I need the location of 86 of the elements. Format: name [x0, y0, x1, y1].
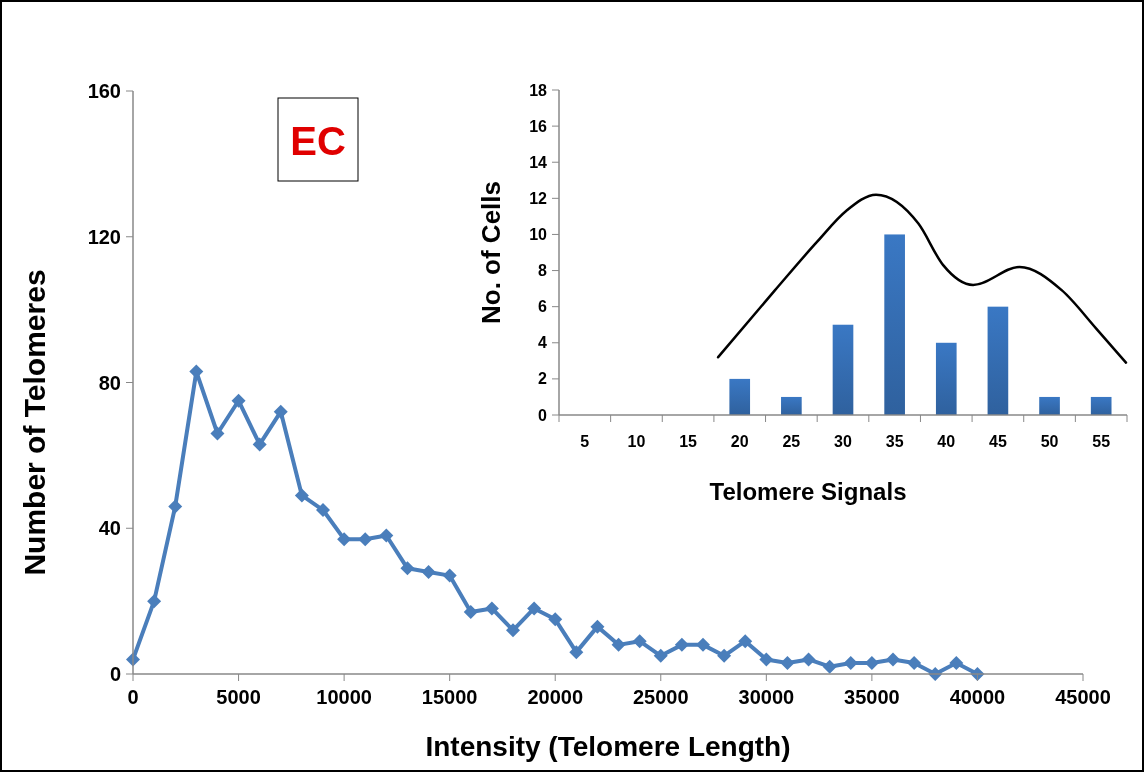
bar: [1090, 396, 1112, 415]
x-tick-label: 15: [679, 433, 698, 450]
x-tick-label: 35000: [844, 686, 900, 708]
y-tick-label: 0: [109, 663, 121, 685]
x-tick-label: 30: [834, 433, 852, 450]
point: [738, 634, 753, 649]
point: [590, 619, 605, 634]
point: [231, 393, 246, 408]
x-tick-label: 40000: [949, 686, 1006, 708]
x-tick-label: 40: [937, 433, 956, 450]
bar: [884, 234, 905, 415]
x-tick-label: 5: [580, 433, 590, 450]
point: [168, 499, 183, 514]
x-tick-label: 55: [1092, 433, 1111, 450]
y-tick-label: 16: [529, 117, 548, 135]
y-tick-label: 40: [98, 517, 121, 540]
y-tick-label: 4: [538, 334, 548, 352]
x-tick-label: 30000: [738, 686, 795, 708]
point: [442, 568, 457, 583]
annotation: EC: [290, 119, 346, 163]
point: [949, 656, 964, 671]
y-tick-label: 14: [529, 153, 548, 171]
bar: [729, 378, 751, 415]
point: [780, 656, 795, 671]
y-tick-label: 18: [529, 81, 548, 99]
y-tick-label: 0: [538, 406, 548, 424]
bar: [1039, 396, 1060, 415]
point: [843, 656, 858, 671]
point: [611, 637, 626, 652]
x-tick-label: 45: [989, 433, 1007, 450]
y-axis-title: No. of Cells: [476, 180, 506, 325]
y-tick-label: 10: [529, 226, 548, 244]
point: [506, 623, 520, 638]
y-tick-label: 2: [538, 370, 548, 388]
point: [822, 659, 837, 674]
y-axis-title: Number of Telomeres: [18, 269, 51, 576]
bar: [781, 396, 802, 415]
x-tick-label: 20: [730, 433, 749, 450]
point: [886, 652, 900, 667]
point: [759, 652, 774, 667]
y-tick-label: 160: [87, 80, 121, 102]
bar: [935, 342, 957, 415]
point: [801, 652, 816, 667]
x-tick-label: 25000: [632, 686, 689, 708]
point: [527, 601, 542, 616]
x-axis-title: Telomere Signals: [709, 478, 907, 505]
x-tick-label: 45000: [1055, 686, 1111, 708]
point: [463, 605, 478, 620]
bar: [832, 324, 854, 415]
x-tick-label: 5000: [216, 686, 261, 708]
point: [337, 532, 352, 547]
x-tick-label: 10: [627, 433, 646, 450]
point: [717, 648, 732, 663]
y-tick-label: 8: [538, 262, 548, 280]
point: [674, 637, 689, 652]
point: [400, 561, 415, 576]
line-series: [716, 193, 1128, 364]
point: [294, 488, 309, 503]
y-tick-label: 120: [87, 225, 121, 248]
point: [696, 637, 710, 652]
point: [421, 564, 436, 579]
point: [632, 634, 647, 649]
x-tick-label: 50: [1040, 433, 1059, 450]
point: [569, 645, 584, 660]
point: [379, 528, 394, 543]
x-tick-label: 0: [127, 686, 139, 708]
x-tick-label: 15000: [421, 686, 478, 708]
point: [484, 601, 499, 616]
y-tick-label: 12: [529, 189, 548, 207]
x-tick-label: 35: [885, 433, 904, 450]
y-tick-label: 6: [538, 298, 548, 316]
y-tick-label: 80: [98, 371, 121, 394]
point: [316, 503, 330, 518]
point: [273, 404, 288, 419]
x-axis-title: Intensity (Telomere Length): [425, 731, 791, 762]
bar: [987, 306, 1009, 415]
x-tick-label: 25: [782, 433, 801, 450]
point: [653, 648, 668, 663]
point: [147, 594, 162, 609]
point: [252, 437, 267, 452]
x-tick-label: 20000: [527, 686, 584, 708]
point: [548, 612, 563, 627]
point: [210, 426, 225, 441]
x-tick-label: 10000: [316, 686, 372, 708]
point: [358, 532, 373, 547]
point: [907, 656, 922, 671]
